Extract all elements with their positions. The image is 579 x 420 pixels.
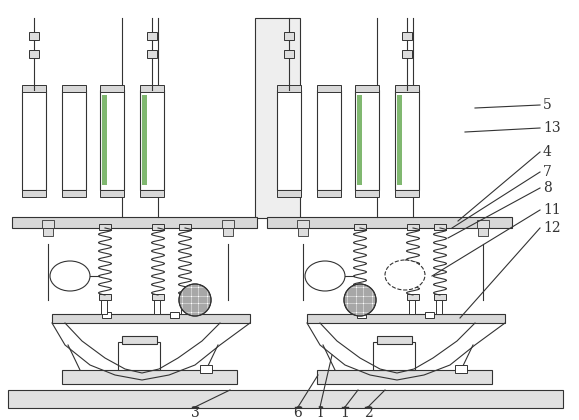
Bar <box>355 85 379 92</box>
Bar <box>152 294 164 300</box>
Text: 7: 7 <box>543 165 552 179</box>
Text: 13: 13 <box>543 121 560 135</box>
Bar <box>284 32 294 40</box>
Circle shape <box>179 284 211 316</box>
Bar <box>22 85 46 92</box>
Text: 11: 11 <box>543 203 560 217</box>
Bar <box>102 312 111 318</box>
Bar <box>478 228 488 236</box>
Bar <box>154 300 160 314</box>
Bar <box>8 390 563 408</box>
Bar <box>22 90 46 190</box>
Bar <box>377 336 412 344</box>
Bar <box>52 314 250 323</box>
Bar <box>402 50 412 58</box>
Ellipse shape <box>385 260 425 290</box>
Text: 3: 3 <box>190 406 199 420</box>
Bar <box>397 95 402 185</box>
Ellipse shape <box>50 261 90 291</box>
Bar <box>62 370 237 384</box>
Text: 4: 4 <box>543 145 552 159</box>
Bar <box>152 224 164 230</box>
Bar <box>284 50 294 58</box>
Bar <box>100 90 124 190</box>
Bar <box>140 85 164 92</box>
Bar <box>425 312 434 318</box>
Bar <box>29 32 39 40</box>
Bar <box>357 95 362 185</box>
Bar <box>223 228 233 236</box>
Bar <box>356 300 362 314</box>
Text: 6: 6 <box>294 406 302 420</box>
Bar <box>277 190 301 197</box>
Bar <box>170 312 179 318</box>
Bar <box>100 190 124 197</box>
Bar <box>99 224 111 230</box>
Bar <box>395 85 419 92</box>
Bar <box>355 90 379 190</box>
Bar <box>255 18 300 218</box>
Bar <box>222 220 234 228</box>
Bar <box>140 190 164 197</box>
Bar <box>100 85 124 92</box>
Bar <box>297 220 309 228</box>
Bar <box>200 365 212 373</box>
Bar <box>395 90 419 190</box>
Bar <box>317 90 341 190</box>
Bar <box>118 342 160 370</box>
Bar <box>277 90 301 190</box>
Bar <box>434 224 446 230</box>
Bar <box>102 95 107 185</box>
Bar <box>298 228 308 236</box>
Text: 8: 8 <box>543 181 552 195</box>
Bar <box>99 294 111 300</box>
Bar <box>407 224 419 230</box>
Bar <box>277 85 301 92</box>
Bar <box>22 190 46 197</box>
Bar <box>373 342 415 370</box>
Text: 12: 12 <box>543 221 560 235</box>
Bar <box>181 300 187 314</box>
Bar <box>12 217 257 228</box>
Bar <box>317 190 341 197</box>
Bar <box>147 50 157 58</box>
Bar <box>455 365 467 373</box>
Bar <box>62 90 86 190</box>
Bar <box>354 224 366 230</box>
Bar <box>395 190 419 197</box>
Text: 5: 5 <box>543 98 552 112</box>
Bar <box>101 300 107 314</box>
Ellipse shape <box>305 261 345 291</box>
Text: I: I <box>317 406 323 420</box>
Text: 1: 1 <box>340 406 350 420</box>
Bar <box>43 228 53 236</box>
Bar <box>29 50 39 58</box>
Bar <box>402 32 412 40</box>
Bar <box>317 370 492 384</box>
Bar <box>140 90 164 190</box>
Bar <box>42 220 54 228</box>
Bar <box>436 300 442 314</box>
Bar <box>409 300 415 314</box>
Bar <box>179 224 191 230</box>
Bar <box>147 32 157 40</box>
Bar <box>434 294 446 300</box>
Bar <box>407 294 419 300</box>
Bar <box>62 190 86 197</box>
Bar <box>62 85 86 92</box>
Bar <box>477 220 489 228</box>
Bar <box>355 190 379 197</box>
Bar <box>179 294 191 300</box>
Bar <box>357 312 366 318</box>
Bar <box>267 217 512 228</box>
Circle shape <box>344 284 376 316</box>
Bar <box>142 95 147 185</box>
Text: 2: 2 <box>364 406 372 420</box>
Bar <box>317 85 341 92</box>
Bar <box>122 336 157 344</box>
Bar <box>307 314 505 323</box>
Bar <box>354 294 366 300</box>
